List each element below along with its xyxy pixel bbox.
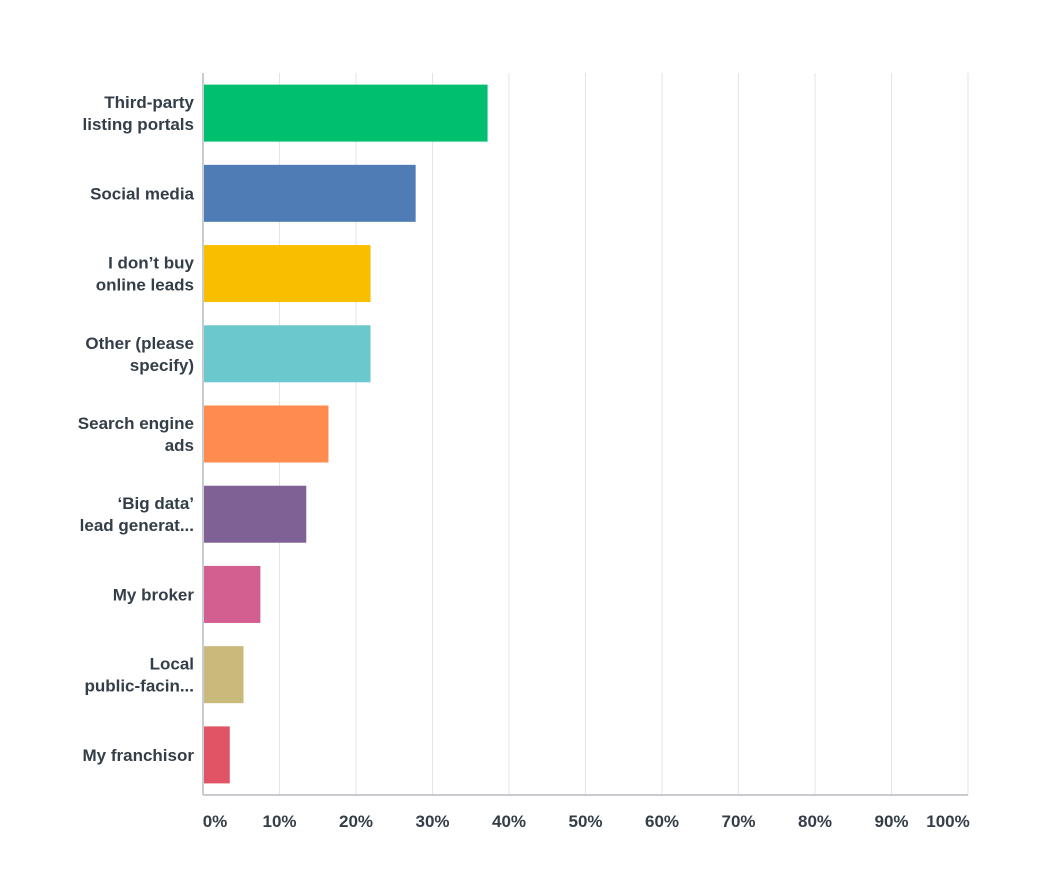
category-label: My broker bbox=[113, 585, 195, 604]
category-label: Other (please bbox=[85, 334, 194, 353]
category-label: ‘Big data’ bbox=[117, 494, 194, 513]
bar[interactable] bbox=[203, 485, 307, 543]
bar[interactable] bbox=[203, 245, 371, 303]
category-label: lead generat... bbox=[80, 516, 194, 535]
bar[interactable] bbox=[203, 646, 244, 704]
category-label: specify) bbox=[130, 356, 194, 375]
category-label: Social media bbox=[90, 184, 194, 203]
x-tick-label: 90% bbox=[874, 812, 908, 831]
bar[interactable] bbox=[203, 405, 329, 463]
category-label: online leads bbox=[96, 276, 194, 295]
x-tick-label: 20% bbox=[339, 812, 373, 831]
category-label: public-facin... bbox=[84, 677, 194, 696]
bar[interactable] bbox=[203, 726, 230, 784]
category-label: Third-party bbox=[104, 93, 194, 112]
x-tick-label: 40% bbox=[492, 812, 526, 831]
x-tick-label: 30% bbox=[415, 812, 449, 831]
category-label: My franchisor bbox=[83, 746, 195, 765]
x-tick-label: 0% bbox=[203, 812, 228, 831]
x-tick-label: 50% bbox=[568, 812, 602, 831]
category-labels: Third-party listing portals Social media I … bbox=[78, 93, 195, 765]
x-tick-labels: 0% 10% 20% 30% 40% 50% 60% 70% 80% 90% 100% bbox=[203, 812, 970, 831]
category-label: Search engine bbox=[78, 414, 194, 433]
x-tick-label: 100% bbox=[926, 812, 969, 831]
x-tick-label: 60% bbox=[645, 812, 679, 831]
bar[interactable] bbox=[203, 325, 371, 383]
category-label: I don’t buy bbox=[108, 254, 194, 273]
bar[interactable] bbox=[203, 84, 488, 142]
category-label: ads bbox=[165, 436, 194, 455]
axes bbox=[202, 73, 968, 796]
x-tick-label: 70% bbox=[721, 812, 755, 831]
bar[interactable] bbox=[203, 164, 416, 222]
bar[interactable] bbox=[203, 565, 261, 623]
x-tick-label: 10% bbox=[262, 812, 296, 831]
bars bbox=[203, 84, 488, 784]
category-label: Local bbox=[150, 655, 194, 674]
category-label: listing portals bbox=[83, 115, 194, 134]
x-tick-label: 80% bbox=[798, 812, 832, 831]
